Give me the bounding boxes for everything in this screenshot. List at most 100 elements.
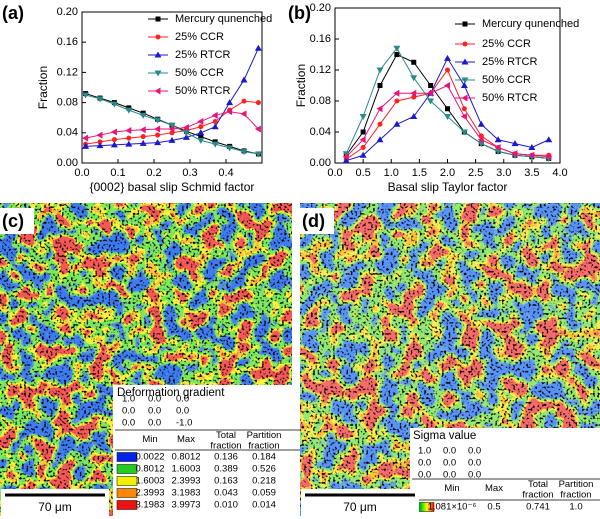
y-tick-label: 0.16 [310, 33, 331, 45]
data-point [444, 54, 451, 61]
data-point [125, 127, 132, 135]
matrix-cell: 1.0 [122, 394, 135, 405]
data-point [96, 142, 104, 149]
y-tick-label: 0.20 [310, 2, 331, 14]
x-tick-label: 4.0 [552, 167, 567, 179]
table-header: Max [485, 483, 503, 494]
data-point [461, 106, 467, 112]
data-point [445, 106, 450, 112]
data-point [197, 129, 205, 136]
table-cell: 0.526 [252, 464, 276, 475]
matrix-cell: 0.0 [468, 470, 481, 481]
panel-label: (b) [288, 3, 311, 23]
matrix-cell: 0.0 [176, 406, 189, 417]
legend-label: 50% RTCR [175, 85, 230, 97]
x-tick-label: 0.0 [327, 167, 342, 179]
data-point [139, 139, 147, 146]
table-cell: 0.741 [526, 502, 550, 513]
table-cell: 0.136 [214, 452, 238, 463]
data-point [360, 145, 366, 150]
data-point [96, 131, 103, 139]
data-point [477, 120, 485, 127]
table-cell: 0.0022 [135, 452, 164, 463]
data-point [96, 96, 104, 103]
table-cell: 1.6003 [135, 476, 164, 487]
data-point [198, 134, 204, 140]
data-point [393, 89, 400, 97]
matrix-title: Sigma value [413, 430, 476, 442]
table-header: Min [444, 483, 459, 494]
table-cell: 0.8012 [135, 464, 164, 475]
table-cell: 2.3993 [135, 488, 164, 499]
legend-marker [461, 58, 469, 65]
data-point [255, 100, 261, 106]
x-tick-label: 0.5 [355, 167, 370, 179]
legend-marker [155, 16, 161, 22]
data-point [342, 151, 350, 158]
legend-label: 25% RTCR [175, 49, 230, 61]
data-point [82, 134, 89, 142]
matrix-cell: 1.0 [418, 446, 431, 457]
data-point [494, 136, 502, 143]
data-point [126, 135, 132, 141]
y-tick-label: 0.12 [57, 66, 78, 78]
color-swatch [116, 476, 138, 486]
y-axis-title: Fraction [294, 64, 308, 107]
legend-label: 50% RTCR [482, 92, 537, 104]
table-cell: 1.6003 [171, 464, 200, 475]
legend-label: 25% RTCR [482, 56, 537, 68]
data-point [168, 122, 176, 129]
legend-label: 50% CCR [175, 67, 224, 79]
data-point [211, 111, 218, 119]
color-swatch [116, 500, 138, 510]
legend-label: Mercury qunenched [482, 18, 579, 30]
data-point [528, 151, 535, 159]
matrix-cell: 0.0 [122, 418, 135, 429]
data-point [110, 141, 118, 148]
data-point [376, 67, 384, 74]
data-point [460, 129, 468, 136]
data-point [411, 59, 417, 65]
data-point [359, 136, 366, 144]
data-point [110, 101, 118, 108]
data-point [212, 118, 218, 124]
data-point [125, 140, 133, 147]
y-tick-label: 0.04 [310, 126, 331, 138]
data-point [494, 144, 501, 151]
y-tick-label: 0.04 [57, 127, 78, 139]
x-tick-label: 0.0 [74, 167, 89, 179]
y-tick-label: 0.00 [310, 157, 331, 169]
data-point [376, 136, 384, 143]
data-point [254, 125, 261, 133]
y-tick-label: 0.20 [57, 6, 78, 18]
data-point [359, 151, 367, 158]
data-point [342, 157, 350, 164]
plot-frame [334, 7, 561, 164]
data-point [460, 82, 468, 88]
table-cell: 1.0 [569, 502, 582, 513]
data-point [254, 151, 262, 158]
color-swatch [116, 488, 138, 498]
data-point [394, 52, 400, 57]
data-point [97, 139, 103, 145]
data-point [410, 113, 418, 119]
data-point [168, 136, 176, 143]
data-point [393, 120, 401, 127]
table-header: Total fraction [522, 479, 553, 500]
data-point [140, 134, 146, 140]
table-cell: 0.8012 [171, 452, 200, 463]
color-swatch [116, 464, 138, 474]
table-cell: 0.010 [214, 500, 238, 511]
plot-frame [81, 11, 263, 164]
data-point [360, 129, 366, 135]
data-point [226, 108, 233, 116]
matrix-cell: 0.0 [443, 446, 456, 457]
matrix-cell: 0.0 [443, 458, 456, 469]
label-backdrop [300, 208, 334, 234]
table-header: Partition fraction [247, 430, 282, 451]
x-tick-label: 3.0 [496, 167, 511, 179]
data-point [428, 83, 434, 88]
matrix-cell: 0.0 [148, 418, 161, 429]
legend-marker [461, 94, 468, 102]
matrix-cell: 0.0 [148, 406, 161, 417]
